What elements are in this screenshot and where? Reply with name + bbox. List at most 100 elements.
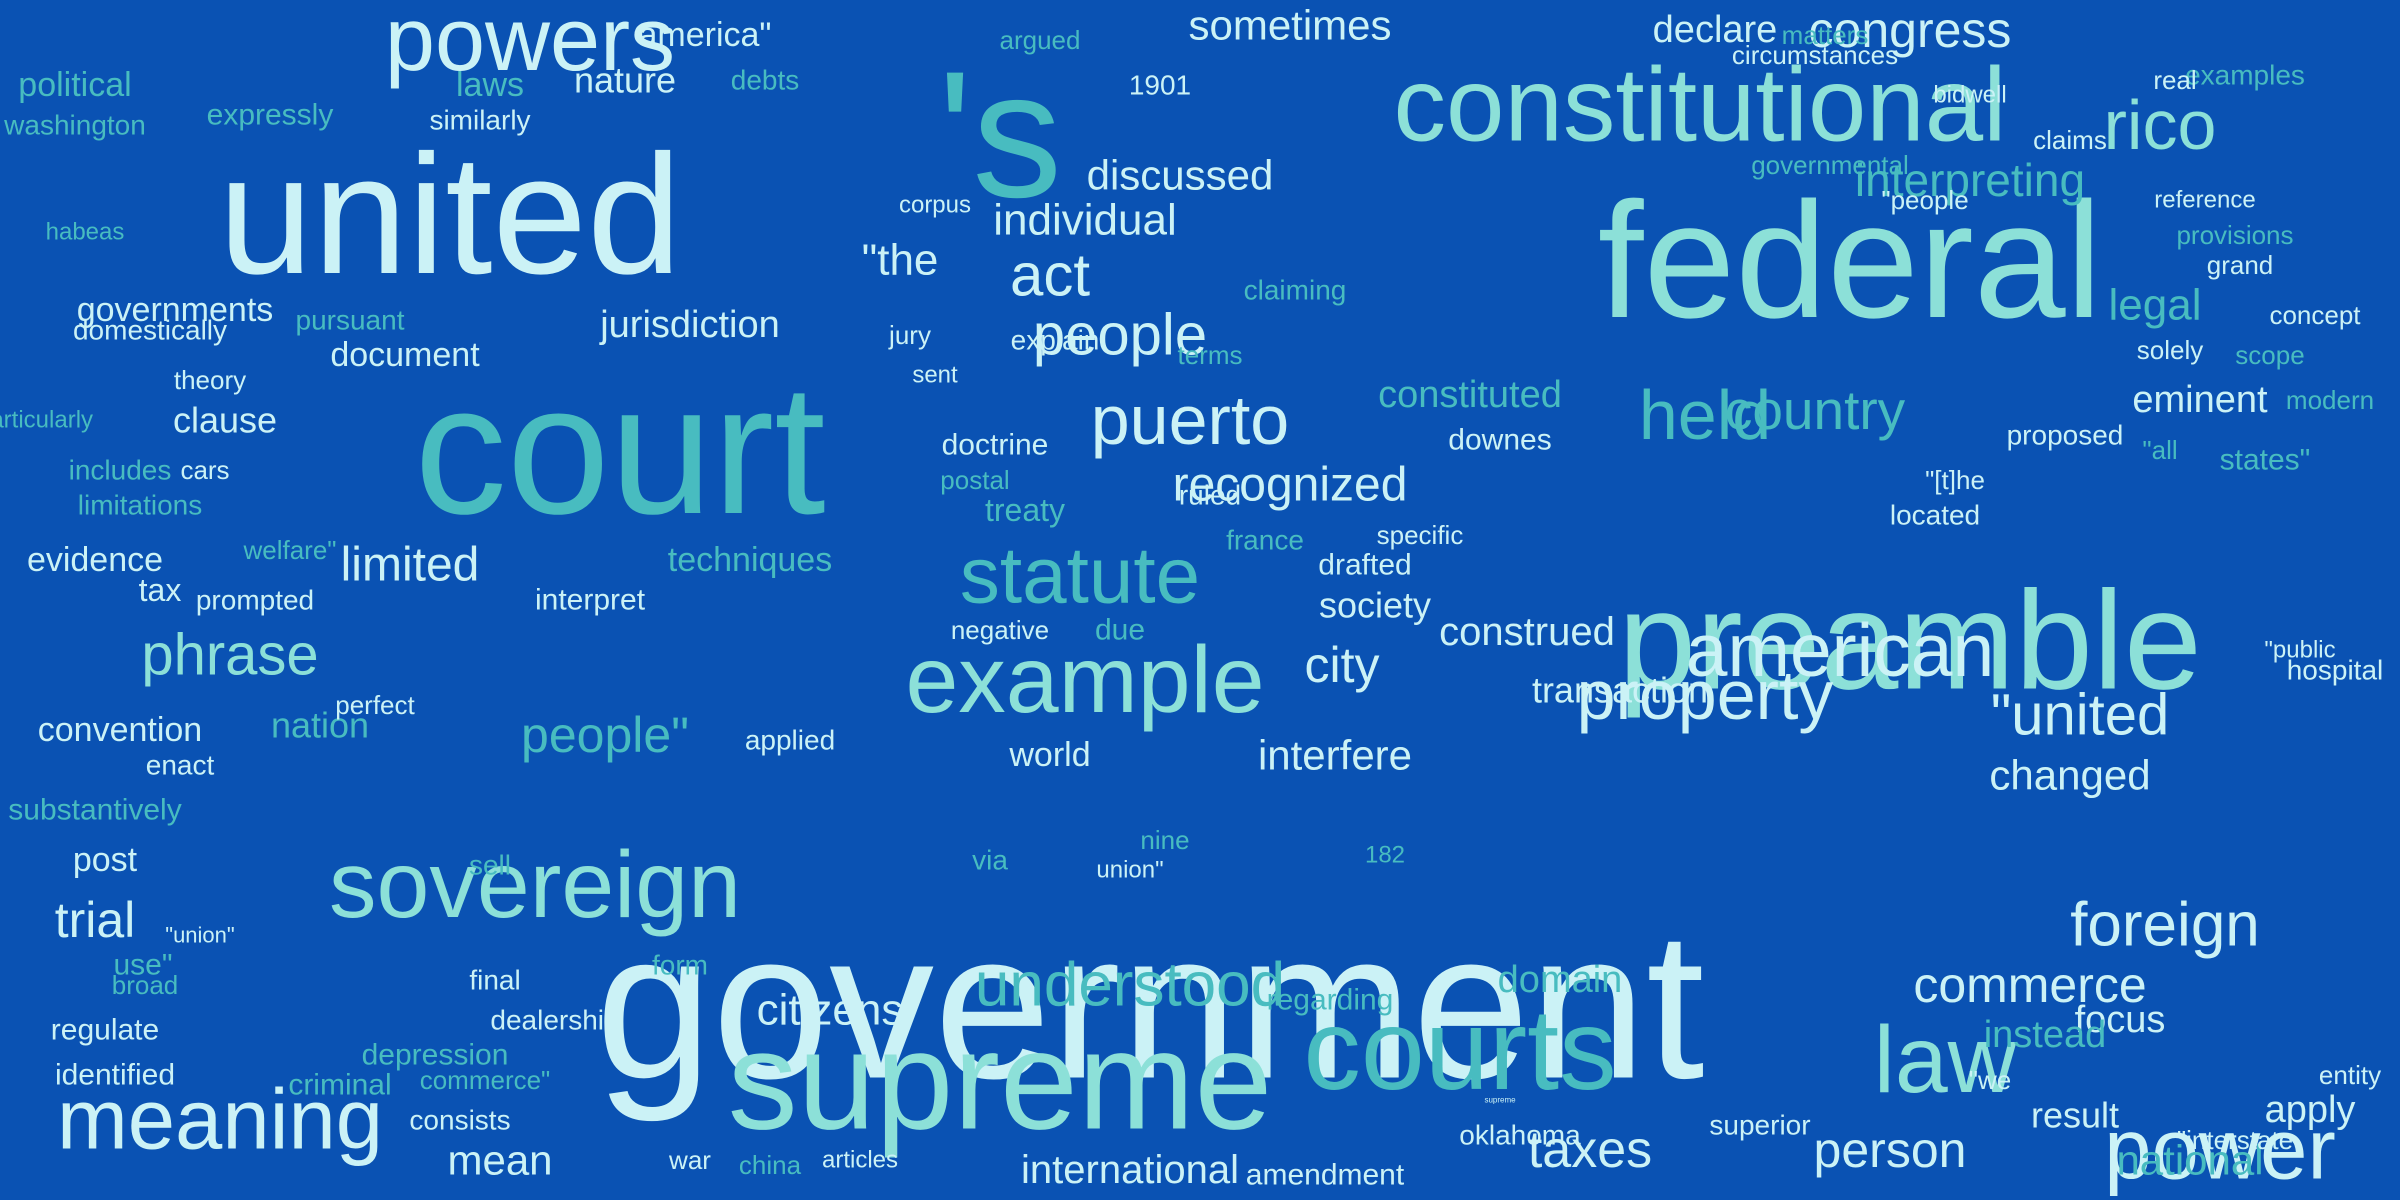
word-110: debts [731,65,800,96]
word-69: political [18,66,131,104]
word-51: mean [447,1137,552,1184]
word-105: pursuant [296,305,405,336]
word-114: explain [1011,325,1100,356]
word-57: society [1319,585,1431,626]
word-3: federal [1598,168,2103,352]
word-155: corpus [899,192,971,219]
word-60: apply [2265,1089,2356,1131]
word-19: held [1639,376,1771,454]
word-53: jurisdiction [599,304,780,346]
word-16: american [1686,608,1994,692]
word-142: provisions [2176,220,2293,250]
word-147: circumstances [1732,40,1898,70]
word-127: articles [822,1147,898,1174]
word-100: nine [1140,825,1189,855]
word-81: superior [1709,1110,1810,1141]
word-4: 's [938,35,1062,236]
word-54: constituted [1378,374,1562,416]
word-79: amendment [1246,1159,1405,1192]
word-49: legal [2109,281,2202,330]
word-24: act [1010,242,1090,309]
word-157: jury [888,320,931,350]
word-122: modern [2286,385,2374,415]
word-107: washington [3,110,146,141]
word-141: reference [2154,187,2255,214]
word-126: "we [1969,1065,2011,1095]
word-82: doctrine [942,429,1049,462]
word-77: consists [409,1105,510,1136]
word-23: people [1033,303,1207,368]
word-160: habeas [46,219,125,246]
word-93: tax [139,572,182,608]
word-128: china [739,1150,802,1180]
word-102: cars [180,455,229,485]
word-131: broad [112,970,179,1000]
word-85: techniques [668,541,832,579]
word-151: bidwell [1933,82,2006,109]
word-91: due [1095,614,1145,647]
word-44: sometimes [1188,2,1391,49]
word-132: "union" [165,923,234,948]
word-11: powers [385,0,675,90]
word-1: court [414,347,825,553]
word-109: laws [456,66,524,104]
word-90: france [1226,525,1304,556]
word-30: taxes [1528,1121,1652,1179]
word-120: states" [2220,444,2311,477]
word-74: criminal [288,1069,391,1102]
word-118: proposed [2007,420,2124,451]
word-148: matters [1782,20,1869,50]
word-47: national [2116,1137,2263,1184]
word-125: "interstate [2177,1125,2293,1155]
word-97: perfect [335,690,415,720]
word-28: country [1725,379,1906,441]
word-58: focus [2075,999,2166,1041]
word-101: limitations [78,490,202,521]
word-64: convention [38,711,202,749]
word-117: "[t]he [1925,465,1985,495]
word-73: regulate [51,1014,159,1047]
word-130: commerce" [420,1065,551,1095]
word-20: property [1577,656,1834,734]
word-80: oklahoma [1459,1120,1581,1151]
word-113: claiming [1244,275,1347,306]
word-71: post [73,841,138,879]
word-158: sent [912,362,958,389]
word-2: united [218,120,681,310]
word-75: dealership [490,1005,619,1036]
word-70: substantively [8,794,181,827]
word-35: recognized [1173,459,1408,512]
word-40: interpreting [1855,154,2085,206]
word-48: changed [1989,752,2150,799]
word-121: hospital [2287,655,2384,686]
word-50: eminent [2132,379,2268,421]
word-96: nation [271,705,369,746]
word-9: sovereign [329,832,741,938]
word-62: nature [574,60,676,101]
word-18: puerto [1091,381,1289,459]
word-7: courts [1303,986,1616,1114]
word-98: includes [69,455,172,486]
word-36: city [1305,637,1380,693]
word-65: clause [173,400,277,441]
word-31: person [1814,1122,1967,1178]
word-5: preamble [1618,562,2202,719]
word-129: war [668,1145,711,1175]
word-123: "public [2264,637,2335,664]
word-144: concept [2269,300,2361,330]
word-89: drafted [1318,549,1411,582]
word-140: specific [1377,520,1464,550]
word-46: international [1021,1148,1239,1192]
word-83: treaty [985,492,1065,528]
word-78: regarding [1267,984,1394,1017]
word-95: welfare" [242,535,336,565]
word-150: real [2153,65,2196,95]
word-124: entity [2319,1060,2381,1090]
word-108: similarly [429,105,530,136]
word-136: sell [469,850,511,881]
word-32: limited [341,539,480,592]
word-6: supreme [728,1002,1273,1159]
word-29: congress [1809,2,2012,58]
